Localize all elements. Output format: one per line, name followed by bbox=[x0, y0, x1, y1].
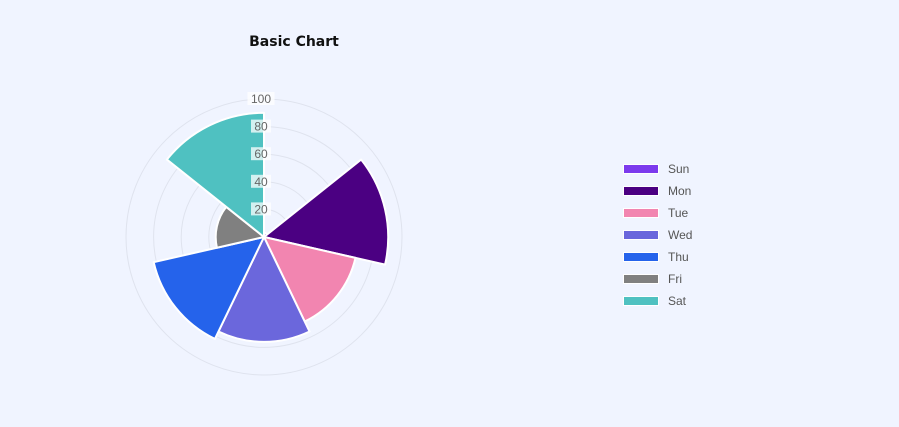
legend-item-thu[interactable]: Thu bbox=[623, 246, 692, 268]
slices bbox=[152, 111, 390, 343]
legend-label: Sun bbox=[668, 162, 690, 176]
legend-label: Tue bbox=[668, 206, 689, 220]
radial-tick-label-80: 80 bbox=[254, 120, 268, 134]
slice-wed[interactable] bbox=[217, 236, 311, 343]
slice-thu[interactable] bbox=[152, 236, 265, 340]
legend-swatch bbox=[623, 252, 659, 262]
legend: Sun Mon Tue Wed Thu Fri Sat bbox=[623, 158, 692, 312]
legend-swatch bbox=[623, 186, 659, 196]
legend-swatch bbox=[623, 274, 659, 284]
legend-label: Mon bbox=[668, 184, 692, 198]
legend-swatch bbox=[623, 164, 659, 174]
legend-label: Sat bbox=[668, 294, 687, 308]
legend-label: Fri bbox=[668, 272, 682, 286]
radial-tick-labels: 20 40 60 80 100 bbox=[247, 92, 275, 216]
legend-item-tue[interactable]: Tue bbox=[623, 202, 692, 224]
polar-area-chart: 20 40 60 80 100 bbox=[125, 92, 403, 376]
legend-item-sun[interactable]: Sun bbox=[623, 158, 692, 180]
legend-swatch bbox=[623, 296, 659, 306]
legend-swatch bbox=[623, 208, 659, 218]
legend-item-fri[interactable]: Fri bbox=[623, 268, 692, 290]
chart-title: Basic Chart bbox=[249, 34, 339, 50]
slice-tue[interactable] bbox=[263, 236, 357, 323]
slice-sat[interactable] bbox=[165, 111, 265, 238]
tick-label-backdrop bbox=[251, 202, 271, 216]
tick-label-backdrop bbox=[251, 174, 271, 188]
radial-tick-label-100: 100 bbox=[251, 92, 271, 106]
tick-label-backdrop bbox=[247, 92, 275, 105]
legend-swatch bbox=[623, 230, 659, 240]
tick-label-backdrop bbox=[251, 119, 271, 133]
radial-tick-label-40: 40 bbox=[254, 175, 268, 189]
radial-tick-label-60: 60 bbox=[254, 147, 268, 161]
slice-mon[interactable] bbox=[263, 158, 390, 266]
legend-item-sat[interactable]: Sat bbox=[623, 290, 692, 312]
legend-item-wed[interactable]: Wed bbox=[623, 224, 692, 246]
legend-item-mon[interactable]: Mon bbox=[623, 180, 692, 202]
tick-label-backdrop bbox=[251, 147, 271, 161]
legend-label: Thu bbox=[668, 250, 689, 264]
legend-label: Wed bbox=[668, 228, 693, 242]
radial-tick-label-20: 20 bbox=[254, 202, 268, 216]
